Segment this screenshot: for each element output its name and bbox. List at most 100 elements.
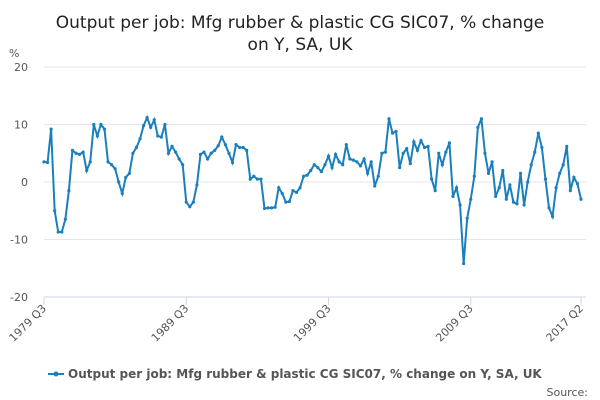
point: [173, 150, 178, 154]
point: [390, 131, 395, 135]
point: [67, 189, 71, 193]
x-tick-label: 1989 Q3: [149, 302, 192, 345]
point: [124, 175, 128, 179]
y-tick-label: 10: [14, 119, 28, 132]
point: [508, 183, 512, 187]
point: [131, 151, 135, 155]
point: [134, 145, 139, 150]
point: [53, 209, 57, 213]
point: [298, 186, 302, 190]
y-tick-label: 20: [14, 61, 28, 74]
point: [497, 186, 501, 190]
point: [227, 151, 231, 155]
point: [572, 175, 576, 179]
point: [102, 127, 107, 131]
x-tick-label: 1999 Q3: [291, 302, 334, 345]
point: [49, 127, 53, 131]
point: [462, 262, 466, 266]
point: [522, 203, 526, 207]
point: [533, 150, 537, 154]
point: [56, 230, 60, 234]
point: [245, 148, 249, 152]
line: [43, 114, 582, 264]
point: [316, 166, 320, 170]
point: [262, 206, 267, 211]
point: [252, 174, 256, 178]
point: [166, 151, 171, 155]
point: [430, 177, 434, 181]
point: [209, 151, 213, 155]
point: [348, 157, 352, 161]
point: [355, 160, 359, 164]
point: [181, 163, 185, 167]
point: [312, 163, 316, 167]
point: [362, 157, 366, 161]
point: [380, 151, 384, 155]
x-tick-label: 2017 Q2: [544, 302, 587, 345]
point: [138, 137, 142, 141]
point: [465, 216, 469, 220]
point: [99, 122, 103, 127]
point: [149, 125, 153, 129]
point: [241, 145, 245, 150]
point: [302, 174, 306, 178]
point: [120, 191, 124, 196]
point: [220, 135, 224, 139]
point: [156, 134, 160, 138]
point: [230, 160, 235, 165]
point: [270, 206, 274, 210]
point: [472, 174, 476, 178]
point: [145, 116, 149, 120]
point: [81, 150, 85, 154]
point: [437, 151, 441, 155]
point: [565, 144, 569, 148]
point: [305, 173, 309, 177]
point: [184, 200, 188, 204]
point: [334, 152, 338, 156]
y-tick-label: -10: [10, 234, 28, 247]
y-axis-label: %: [9, 47, 19, 60]
point: [188, 205, 192, 209]
point: [518, 171, 523, 175]
point: [237, 145, 242, 150]
point: [344, 143, 348, 147]
point: [255, 177, 259, 181]
chart-title: Output per job: Mfg rubber & plastic CG …: [56, 13, 544, 55]
point: [277, 186, 281, 190]
point: [195, 183, 199, 187]
point: [444, 150, 448, 154]
point: [554, 186, 558, 190]
point: [273, 205, 277, 209]
point: [163, 122, 167, 127]
point: [291, 189, 295, 193]
point: [259, 177, 263, 181]
point: [383, 150, 388, 154]
point: [405, 147, 409, 151]
point: [504, 197, 508, 201]
point: [95, 134, 99, 138]
point: [490, 160, 494, 164]
point: [476, 125, 480, 129]
point: [376, 174, 380, 178]
point: [433, 189, 437, 193]
point: [511, 200, 516, 204]
point: [550, 214, 555, 219]
point: [177, 157, 181, 161]
point: [469, 197, 473, 201]
point: [92, 122, 96, 127]
point: [408, 162, 412, 166]
point: [536, 131, 540, 135]
point: [451, 194, 455, 198]
point: [515, 202, 519, 206]
point: [109, 163, 114, 167]
point: [88, 160, 92, 164]
point: [540, 145, 544, 150]
point: [401, 151, 405, 155]
point: [74, 151, 78, 155]
point: [447, 141, 452, 145]
point: [358, 164, 363, 168]
point: [543, 177, 548, 181]
point: [351, 158, 355, 162]
point: [412, 140, 416, 144]
point: [141, 124, 146, 128]
